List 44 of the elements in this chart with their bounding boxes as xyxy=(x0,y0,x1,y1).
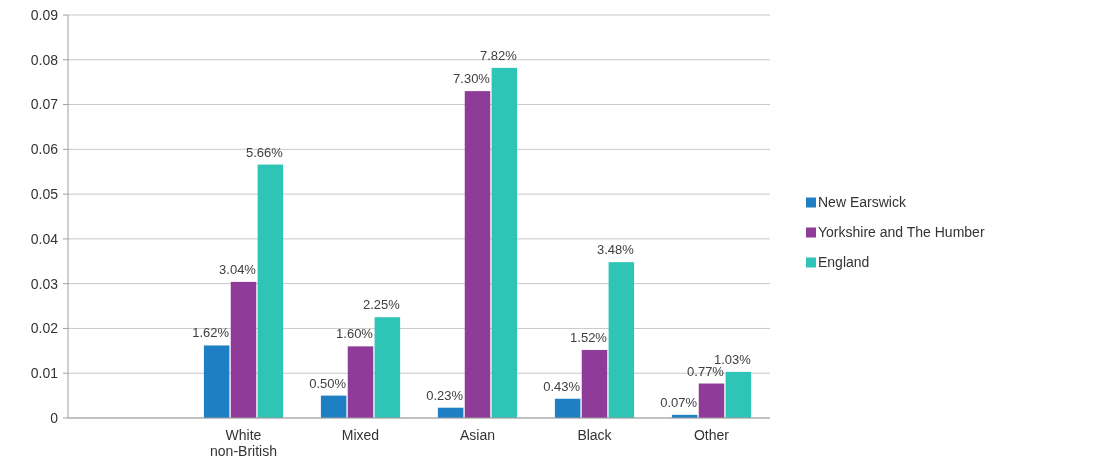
data-label: 1.62% xyxy=(192,325,230,341)
y-tick-label: 0.04 xyxy=(30,230,59,247)
y-tick-label: 0.06 xyxy=(30,141,59,158)
data-label: 5.66% xyxy=(245,144,284,160)
y-tick-label: 0.01 xyxy=(30,365,59,382)
data-label: 3.48% xyxy=(596,242,635,258)
data-label: 3.04% xyxy=(219,261,257,277)
bar xyxy=(554,398,581,418)
data-label: 1.60% xyxy=(336,326,374,342)
x-tick-label: White non-British xyxy=(210,427,277,459)
bar xyxy=(230,281,257,418)
bar xyxy=(464,91,491,418)
y-tick-label: 0.02 xyxy=(30,320,59,337)
x-tick-label: Mixed xyxy=(341,427,380,443)
bar xyxy=(374,317,401,418)
legend-label: New Earswick xyxy=(818,194,907,211)
bar xyxy=(698,383,725,418)
bar xyxy=(581,349,608,418)
x-tick-label: Other xyxy=(693,427,730,443)
bar xyxy=(347,346,374,418)
y-tick-label: 0.03 xyxy=(30,275,59,292)
bar xyxy=(491,67,518,418)
legend-label: Yorkshire and The Humber xyxy=(818,224,985,241)
data-label: 7.82% xyxy=(479,47,518,63)
bar xyxy=(257,164,284,418)
y-tick-label: 0.09 xyxy=(30,6,59,23)
data-label: 1.52% xyxy=(570,329,608,345)
data-label: 2.25% xyxy=(362,297,401,313)
data-label: 0.50% xyxy=(309,375,347,391)
x-tick-label: Black xyxy=(577,427,613,443)
data-label: 0.07% xyxy=(660,394,698,410)
y-tick-label: 0 xyxy=(50,409,59,426)
bar xyxy=(203,345,230,418)
data-label: 0.23% xyxy=(426,387,464,403)
bar xyxy=(608,262,635,418)
y-tick-label: 0.07 xyxy=(30,96,59,113)
bar xyxy=(320,395,347,418)
y-tick-label: 0.08 xyxy=(30,51,59,68)
legend-label: England xyxy=(818,254,870,271)
bar xyxy=(725,371,752,418)
data-label: 0.43% xyxy=(543,378,581,394)
data-label: 7.30% xyxy=(453,71,491,87)
x-tick-label: Asian xyxy=(459,427,496,443)
y-tick-label: 0.05 xyxy=(30,186,59,203)
